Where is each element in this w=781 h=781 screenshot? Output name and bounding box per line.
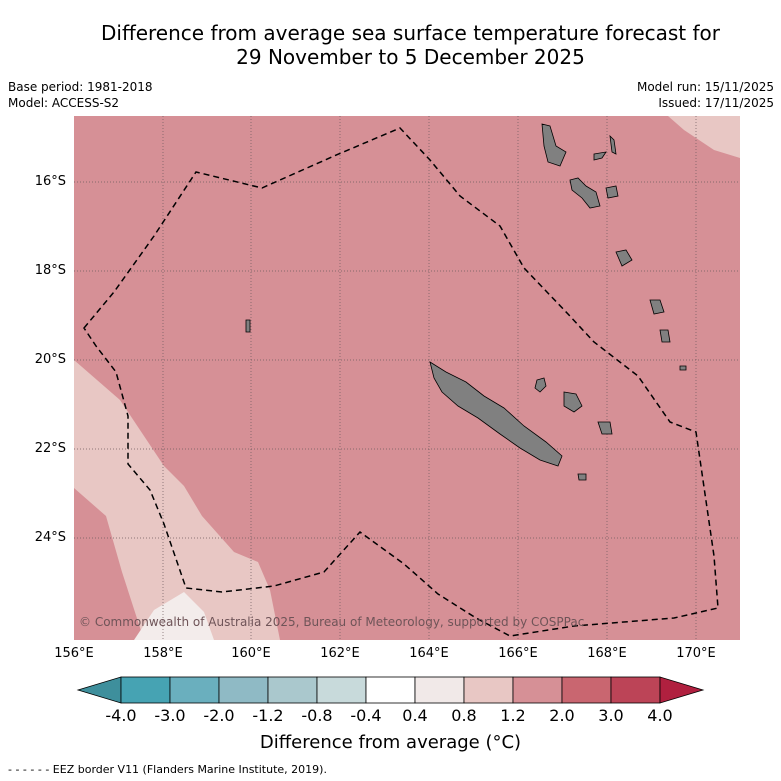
ambae	[593, 151, 607, 161]
colorbar-tick: 3.0	[598, 706, 624, 725]
colorbar-segment	[316, 676, 367, 704]
colorbar-segment	[610, 676, 661, 704]
colorbar-tick: -4.0	[105, 706, 137, 725]
landmasses	[245, 123, 687, 481]
title-line-1: Difference from average sea surface temp…	[100, 21, 720, 45]
colorbar-tick: -0.8	[301, 706, 333, 725]
lon-label: 168°E	[587, 646, 627, 661]
chesterfield-islet	[245, 319, 251, 333]
lat-label: 18°S	[34, 263, 66, 278]
colorbar-segment	[463, 676, 514, 704]
malekula	[569, 177, 601, 209]
issued-date: Issued: 17/11/2025	[658, 96, 774, 110]
colorbar-tick: 1.2	[500, 706, 526, 725]
eez-legend: - - - - - - EEZ border V11 (Flanders Mar…	[8, 763, 327, 776]
lon-label: 170°E	[676, 646, 716, 661]
eez-border	[83, 127, 719, 637]
colorbar-extend-low	[76, 676, 122, 704]
colorbar-tick: -2.0	[203, 706, 235, 725]
pentecost	[609, 134, 617, 155]
colorbar-tick: -0.4	[350, 706, 382, 725]
colorbar-segment	[561, 676, 612, 704]
colorbar-segment	[267, 676, 318, 704]
tanna	[659, 329, 671, 343]
isle-of-pines	[577, 473, 587, 481]
lon-label: 164°E	[409, 646, 449, 661]
epi-island	[605, 185, 619, 199]
graticule	[74, 116, 740, 640]
loyalty-island-lifou	[563, 391, 583, 413]
map-copyright: © Commonwealth of Australia 2025, Bureau…	[79, 615, 584, 629]
anomaly-region-0-8-to-1-2-ne	[668, 116, 740, 158]
sst-anomaly-map[interactable]: © Commonwealth of Australia 2025, Bureau…	[74, 116, 740, 640]
base-period: Base period: 1981-2018	[8, 80, 153, 94]
colorbar-segment	[169, 676, 220, 704]
anomaly-region-0-4-to-0-8	[134, 592, 214, 640]
model-run: Model run: 15/11/2025	[636, 80, 774, 94]
loyalty-island-mare	[597, 421, 613, 435]
lat-label: 24°S	[34, 530, 66, 545]
lat-label: 22°S	[34, 441, 66, 456]
lon-label: 160°E	[231, 646, 271, 661]
colorbar-tick: 2.0	[549, 706, 575, 725]
lon-label: 162°E	[320, 646, 360, 661]
lat-label: 20°S	[34, 352, 66, 367]
aneityum	[679, 365, 687, 371]
colorbar-tick: -3.0	[154, 706, 186, 725]
lon-label: 156°E	[54, 646, 94, 661]
anomaly-region-0-8-to-1-2-west	[74, 360, 280, 640]
efate	[615, 249, 633, 267]
colorbar-label: Difference from average (°C)	[259, 732, 522, 753]
loyalty-island-ouvea	[534, 377, 547, 393]
new-caledonia	[429, 361, 563, 467]
colorbar-tick: 0.4	[402, 706, 428, 725]
lon-label: 158°E	[143, 646, 183, 661]
colorbar-segment	[365, 676, 416, 704]
colorbar-tick: 4.0	[647, 706, 673, 725]
colorbar-extend-high	[659, 676, 705, 704]
espiritu-santo	[541, 123, 567, 167]
colorbar	[76, 676, 705, 704]
colorbar-segment	[120, 676, 171, 704]
colorbar-tick: 0.8	[451, 706, 477, 725]
colorbar-segment	[414, 676, 465, 704]
title-line-2: 29 November to 5 December 2025	[236, 45, 585, 69]
lat-label: 16°S	[34, 174, 66, 189]
erromango	[649, 299, 665, 315]
colorbar-segment	[512, 676, 563, 704]
colorbar-tick: -1.2	[252, 706, 284, 725]
lon-label: 166°E	[498, 646, 538, 661]
model-name: Model: ACCESS-S2	[8, 96, 120, 110]
colorbar-segment	[218, 676, 269, 704]
